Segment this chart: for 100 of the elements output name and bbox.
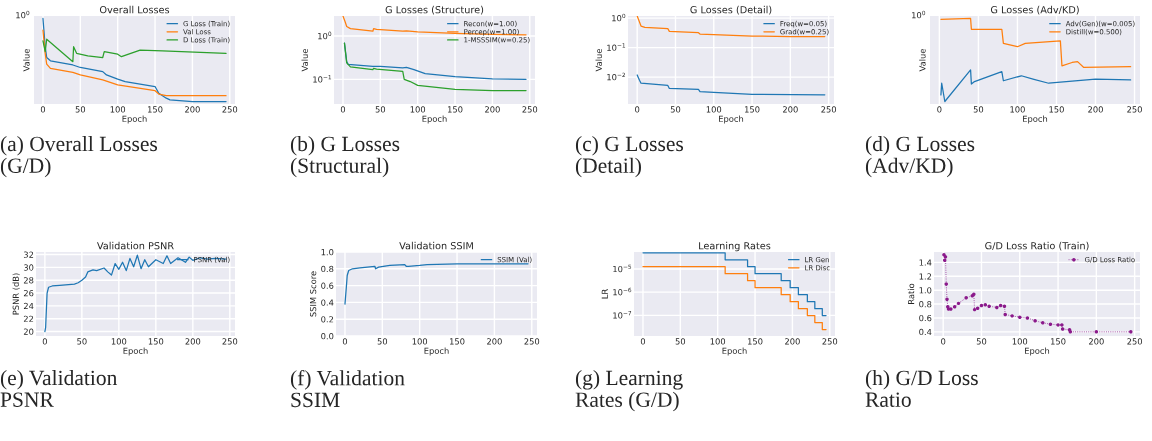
x-axis-title: Epoch [719, 115, 744, 124]
y-tick-label: 0.8 [321, 265, 334, 273]
y-tick-label: 10$^{−7}$ [613, 311, 632, 319]
x-tick-label: 50 [375, 106, 386, 113]
y-axis-title: Ratio [907, 283, 915, 304]
x-tick-label: 0 [937, 106, 942, 113]
y-tick-label: 0.4 [919, 328, 932, 336]
x-tick-label: 100 [1012, 338, 1028, 345]
chart-title: G/D Loss Ratio (Train) [985, 241, 1089, 251]
y-tick-label: 10$^{−1}$ [313, 75, 332, 83]
x-tick-label: 50 [377, 338, 388, 345]
x-tick-label: 200 [485, 106, 500, 113]
point [1060, 327, 1065, 331]
x-tick-label: 100 [1010, 106, 1025, 113]
x-tick-label: 0 [342, 338, 348, 345]
point [964, 296, 968, 300]
x-axis-title: Epoch [1023, 115, 1048, 124]
text: (c) G Losses (Detail) [575, 136, 684, 178]
x-tick-label: 150 [1051, 338, 1066, 345]
line-series [343, 42, 527, 92]
x-tick-label: 0 [635, 106, 640, 113]
point [944, 282, 948, 286]
y-tick-label: 0.0 [321, 332, 334, 340]
y-tick-label: 10$^{−6}$ [613, 287, 632, 296]
x-tick-label: 200 [1089, 338, 1104, 345]
y-tick-label: 10$^{−5}$ [613, 264, 632, 273]
y-tick-label: 0.4 [321, 299, 334, 306]
point [979, 303, 984, 308]
x-tick-label: 100 [412, 338, 428, 345]
x-tick-label: 150 [448, 106, 463, 113]
x-tick-label: 100 [410, 106, 426, 113]
x-tick-label: 50 [973, 106, 984, 113]
x-tick-label: 150 [148, 338, 164, 345]
point [945, 297, 949, 301]
text: (a) Overall Losses (G/D) [0, 136, 158, 178]
point [952, 305, 957, 309]
point [995, 305, 999, 310]
x-tick-label: 100 [111, 338, 127, 345]
x-tick-label: 0 [40, 106, 46, 113]
chart-title: Validation SSIM [399, 241, 473, 250]
y-axis-title: Value [301, 49, 308, 72]
x-tick-label: 150 [748, 338, 763, 345]
x-tick-label: 50 [77, 338, 87, 345]
chart-title: Overall Losses [99, 5, 170, 14]
chart-title: G Losses (Detail) [690, 5, 772, 15]
x-tick-label: 250 [822, 338, 838, 345]
point [1060, 323, 1064, 327]
x-tick-label: 250 [222, 338, 238, 345]
y-tick-label: 30 [23, 264, 34, 271]
point [1094, 330, 1099, 334]
text: (g) Learning Rates (G/D) [575, 370, 683, 412]
y-tick-label: 0.6 [321, 282, 334, 289]
x-tick-label: 100 [110, 106, 126, 113]
x-tick-label: 0 [640, 338, 646, 345]
y-tick-label: 1.0 [321, 248, 334, 256]
y-tick-label: 26 [23, 290, 34, 297]
point [1002, 304, 1007, 308]
point [1010, 314, 1014, 318]
point [1003, 312, 1007, 317]
x-tick-label: 200 [487, 338, 502, 345]
y-tick-label: 32 [23, 251, 34, 258]
y-tick-label: 10$^{0}$ [318, 31, 332, 40]
x-axis-title: Epoch [422, 115, 447, 124]
x-tick-label: 100 [706, 106, 722, 113]
y-tick-label: 10$^{−1}$ [607, 43, 626, 51]
point [1056, 323, 1060, 327]
x-axis-title: Epoch [722, 347, 747, 356]
y-axis-title: Value [595, 49, 602, 72]
x-tick-label: 0 [941, 338, 946, 345]
chart-title: Validation PSNR [96, 241, 174, 250]
line-series [636, 74, 826, 96]
point [975, 306, 980, 310]
y-tick-label: 1.0 [919, 287, 932, 294]
x-tick-label: 200 [185, 106, 200, 113]
y-axis-title: Value [23, 49, 30, 72]
chart-title: G Losses (Adv/KD) [990, 5, 1079, 15]
text: (b) G Losses (Structural) [290, 136, 400, 178]
x-tick-label: 150 [745, 106, 760, 113]
point [1025, 316, 1030, 320]
x-tick-label: 150 [450, 338, 465, 345]
x-axis-title: Epoch [122, 115, 147, 124]
point [972, 307, 977, 312]
x-tick-label: 250 [524, 338, 540, 345]
text: (f) Validation SSIM [290, 370, 405, 408]
y-tick-label: 0.8 [919, 301, 932, 308]
x-tick-label: 50 [976, 338, 987, 345]
text: 10$^{0}$ [912, 10, 926, 19]
y-tick-label: 22 [23, 315, 34, 322]
x-tick-label: 250 [821, 106, 837, 113]
text: (e) Validation PSNR [0, 370, 118, 407]
y-tick-label: 10$^{0}$ [612, 13, 626, 22]
point [942, 258, 947, 263]
x-tick-label: 250 [1127, 338, 1143, 345]
x-tick-label: 200 [783, 106, 798, 113]
point [987, 304, 991, 308]
y-tick-label: 0.6 [919, 314, 932, 322]
y-axis-title: SSIM Score [309, 271, 317, 317]
point [956, 301, 961, 306]
x-tick-label: 200 [185, 338, 201, 345]
point [1129, 330, 1133, 334]
